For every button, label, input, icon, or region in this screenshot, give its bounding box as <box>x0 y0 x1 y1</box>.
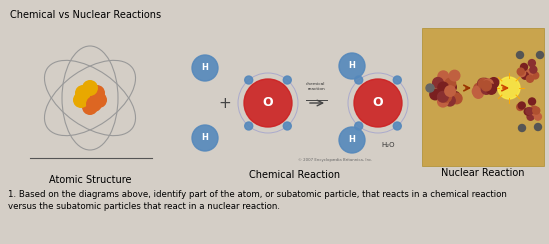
Circle shape <box>526 72 535 81</box>
Circle shape <box>481 81 491 91</box>
Circle shape <box>534 112 542 121</box>
Circle shape <box>535 123 541 131</box>
Circle shape <box>529 65 537 74</box>
Circle shape <box>489 78 499 88</box>
Circle shape <box>477 82 488 92</box>
Text: Chemical Reaction: Chemical Reaction <box>249 170 340 180</box>
Circle shape <box>245 122 253 130</box>
Circle shape <box>244 79 292 127</box>
Circle shape <box>437 96 449 108</box>
Circle shape <box>521 71 529 80</box>
Circle shape <box>91 92 107 108</box>
Circle shape <box>339 127 365 153</box>
Circle shape <box>444 78 456 90</box>
Circle shape <box>486 84 496 94</box>
Text: O: O <box>373 96 383 110</box>
Circle shape <box>485 81 495 91</box>
Circle shape <box>89 85 105 101</box>
Circle shape <box>473 88 483 98</box>
Circle shape <box>486 82 496 92</box>
Circle shape <box>82 90 98 106</box>
Text: +: + <box>219 95 231 111</box>
Circle shape <box>445 81 457 93</box>
FancyBboxPatch shape <box>422 28 544 166</box>
Circle shape <box>440 82 452 94</box>
Text: Atomic Structure: Atomic Structure <box>49 175 131 185</box>
Circle shape <box>531 108 540 117</box>
Circle shape <box>283 76 292 84</box>
Circle shape <box>478 79 488 89</box>
Circle shape <box>526 112 535 121</box>
Circle shape <box>432 77 444 89</box>
Text: O: O <box>262 96 273 110</box>
Circle shape <box>437 81 449 93</box>
Text: H: H <box>201 133 209 142</box>
Circle shape <box>536 51 544 59</box>
Circle shape <box>449 91 461 103</box>
Circle shape <box>192 125 218 151</box>
Circle shape <box>73 92 89 108</box>
Circle shape <box>82 99 98 115</box>
Circle shape <box>517 67 525 76</box>
Text: H: H <box>349 61 355 71</box>
Circle shape <box>518 69 526 77</box>
Circle shape <box>339 53 365 79</box>
Circle shape <box>518 101 526 110</box>
Circle shape <box>443 80 455 92</box>
Circle shape <box>481 84 491 94</box>
Circle shape <box>478 78 488 88</box>
Circle shape <box>480 78 490 88</box>
Circle shape <box>75 85 91 101</box>
Circle shape <box>393 122 401 130</box>
Text: © 2007 Encyclopædia Britannica, Inc.: © 2007 Encyclopædia Britannica, Inc. <box>298 158 372 162</box>
Circle shape <box>531 71 540 80</box>
Circle shape <box>86 96 102 112</box>
Circle shape <box>532 106 540 115</box>
Circle shape <box>444 95 456 107</box>
Circle shape <box>192 55 218 81</box>
Circle shape <box>474 83 484 93</box>
Circle shape <box>530 105 539 114</box>
Circle shape <box>245 76 253 84</box>
Circle shape <box>440 91 452 103</box>
Circle shape <box>525 69 534 77</box>
Circle shape <box>472 86 483 96</box>
Text: chemical
reaction: chemical reaction <box>306 82 326 91</box>
Circle shape <box>498 77 520 99</box>
Circle shape <box>528 97 536 106</box>
Text: H: H <box>349 135 355 144</box>
Circle shape <box>393 76 401 84</box>
Text: Nuclear Reaction: Nuclear Reaction <box>441 168 525 178</box>
Circle shape <box>355 76 363 84</box>
Circle shape <box>437 91 449 103</box>
Circle shape <box>526 75 534 83</box>
Text: H₂O: H₂O <box>381 142 395 148</box>
Circle shape <box>438 70 449 82</box>
Circle shape <box>525 107 534 115</box>
Text: H: H <box>201 63 209 72</box>
Circle shape <box>528 59 536 67</box>
Circle shape <box>451 92 463 104</box>
Circle shape <box>444 85 456 97</box>
Circle shape <box>517 51 524 59</box>
Circle shape <box>355 122 363 130</box>
Circle shape <box>518 124 525 132</box>
Circle shape <box>354 79 402 127</box>
Circle shape <box>520 63 528 71</box>
Circle shape <box>524 107 532 116</box>
Circle shape <box>426 84 434 92</box>
Circle shape <box>483 79 493 89</box>
Circle shape <box>82 80 98 96</box>
Text: Chemical vs Nuclear Reactions: Chemical vs Nuclear Reactions <box>10 10 161 20</box>
Text: 1. Based on the diagrams above, identify part of the atom, or subatomic particle: 1. Based on the diagrams above, identify… <box>8 190 507 211</box>
Circle shape <box>449 70 461 81</box>
Circle shape <box>429 89 441 101</box>
Circle shape <box>516 103 524 111</box>
Circle shape <box>283 122 292 130</box>
